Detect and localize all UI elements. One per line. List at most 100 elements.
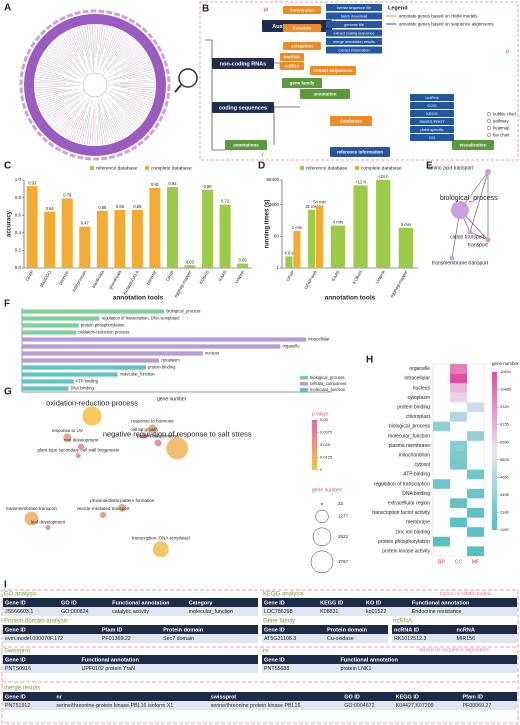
table-header — [3, 598, 258, 607]
row-label: intracellular — [404, 376, 430, 382]
colorbar-label: 10485 — [500, 387, 512, 392]
tree-branch — [71, 103, 88, 141]
table-cell: molecular_function — [189, 609, 234, 615]
category-label: DNA binding — [71, 386, 95, 391]
aux-item — [326, 29, 382, 37]
heat-cell — [450, 440, 467, 451]
value-label: 0.66 — [133, 204, 142, 209]
tree-branch — [43, 99, 72, 116]
table-cell: JS566603.1 — [5, 609, 33, 615]
bubble-label: transmembrane transport — [6, 506, 57, 511]
node-label: gene family — [290, 81, 315, 86]
vis-icon — [486, 118, 492, 124]
heat-cell — [450, 460, 467, 470]
tree-branch — [38, 93, 71, 107]
tree-branch — [61, 34, 81, 64]
bubble — [166, 437, 189, 460]
table-row — [3, 607, 258, 616]
heat-cell — [467, 402, 484, 412]
row-label: protein phosphorylation — [378, 539, 430, 545]
legend-label: reference database — [96, 165, 138, 171]
tree-branch — [98, 103, 106, 145]
tree-branch — [59, 105, 81, 134]
tree-branch — [134, 91, 155, 96]
heat-cell — [467, 488, 484, 499]
size-legend-label: 1277 — [338, 514, 349, 519]
table-header-cell: KEGG ID — [320, 600, 343, 606]
value-label: 3 min — [401, 222, 412, 227]
category-label: cytoplasm — [161, 358, 180, 363]
table-header-cell: Gene ID — [5, 694, 26, 700]
colorbar-label: 2330 — [500, 510, 510, 515]
heat-cell — [467, 527, 484, 537]
tree-branch — [110, 30, 122, 52]
tree-branch — [114, 94, 150, 112]
tree-branch — [121, 61, 151, 74]
column-label: MF — [472, 559, 479, 565]
panel-letter: A — [4, 3, 11, 14]
table-header-cell: swissprot — [211, 694, 237, 700]
magnifier-handle — [174, 84, 182, 93]
tree-branch — [103, 111, 114, 143]
network-edge — [469, 231, 489, 241]
value-label: 0.91 — [151, 182, 160, 187]
table-cell: serine/threonine protein kinase PBL16 — [211, 703, 301, 709]
node-label: transport — [468, 242, 488, 248]
legend-label: cellular_component — [310, 381, 347, 386]
bubble — [82, 406, 102, 426]
tree-branch — [40, 90, 85, 112]
diagram-node — [452, 140, 494, 150]
y-axis-title: accuracy — [7, 210, 13, 237]
tree-branch — [114, 58, 150, 76]
bar — [96, 210, 108, 268]
tree-branch — [110, 118, 122, 140]
bar — [22, 309, 165, 314]
aux-label: extract information — [338, 48, 369, 52]
node-label: non-coding RNAs — [220, 61, 266, 67]
bubble — [63, 433, 72, 442]
tree-branch — [96, 25, 98, 52]
diagram-node — [283, 6, 321, 14]
tree-branch — [38, 63, 79, 79]
bar — [398, 227, 414, 268]
tree-branch — [44, 96, 78, 119]
value-label: 0.93 — [28, 180, 37, 185]
table-header — [3, 625, 258, 634]
y-tick-label: 0.0 — [15, 265, 22, 270]
diagram-node — [283, 24, 321, 32]
bar — [79, 226, 91, 268]
table-cell: evm.model.000070F.172 — [5, 636, 63, 642]
tree-branch — [92, 108, 95, 145]
table-header — [392, 625, 517, 634]
x-tick-label: interproscan — [71, 269, 87, 293]
value-label: 0.47 — [81, 221, 90, 226]
bar — [376, 180, 391, 268]
x-tick-label: pannzer — [58, 269, 70, 285]
y-axis-title: running times (s) — [265, 200, 271, 249]
tree-branch — [101, 26, 109, 54]
bubble — [118, 503, 127, 512]
legend-title: gene number — [492, 361, 519, 366]
row-label: mitochondrion — [399, 453, 431, 459]
diagram-node — [310, 66, 356, 75]
network-node — [467, 229, 473, 235]
table-header-cell: Gene ID — [264, 600, 285, 606]
table-row — [262, 664, 517, 673]
legend-label: complete database — [151, 165, 192, 171]
tree-branch — [86, 25, 91, 50]
note: based on HMM models — [440, 591, 492, 597]
table-header-cell: Protein domain — [163, 627, 204, 633]
table-cell: K08831 — [320, 609, 338, 615]
table-cell: PF00069.27 — [462, 703, 491, 709]
node-label: visualization — [459, 143, 486, 148]
tree-branch — [68, 109, 84, 140]
tree-branch — [61, 99, 86, 136]
bar — [26, 186, 38, 268]
colorbar-label: 4660 — [500, 474, 510, 479]
tree-branch — [92, 25, 95, 66]
tree-branch — [39, 61, 73, 76]
tree-branch — [108, 90, 151, 109]
diagram-node — [225, 140, 267, 150]
tree-branch — [81, 26, 91, 64]
